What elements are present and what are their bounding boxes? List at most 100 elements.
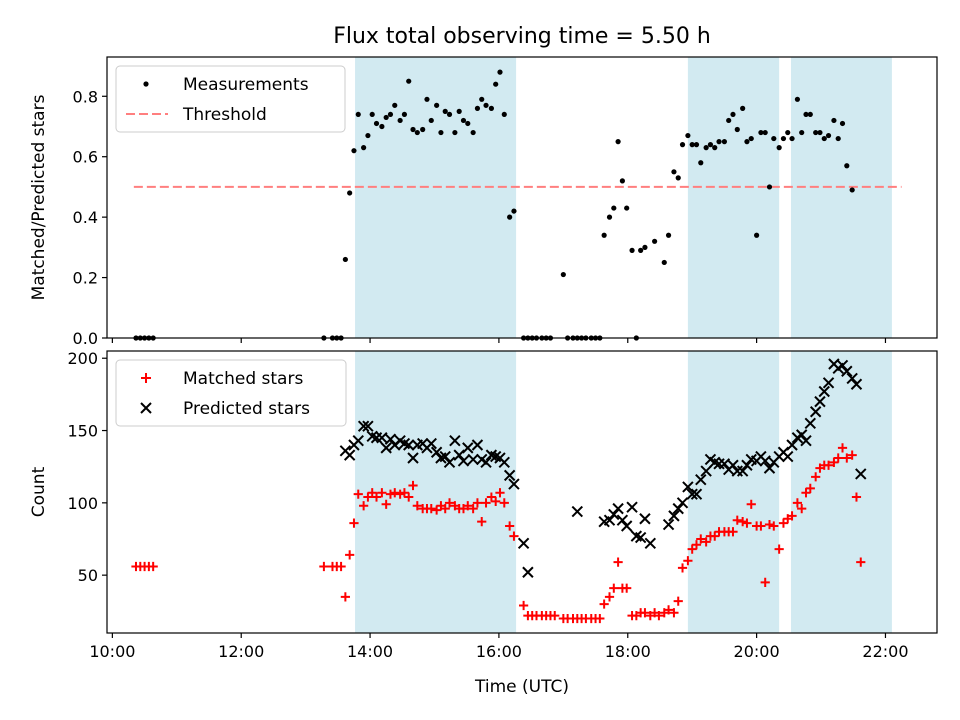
measurement-point [825, 132, 832, 139]
measurement-point [844, 163, 850, 169]
predicted-star-point [443, 456, 456, 469]
measurement-point [821, 135, 827, 142]
measurement-point [560, 271, 566, 278]
matched-star-point [491, 496, 501, 506]
predicted-star-point [425, 437, 437, 450]
legend-entry-label: Matched stars [183, 369, 303, 389]
matched-star-point [760, 577, 770, 587]
y-tick-label: 100 [67, 494, 98, 513]
measurement-point [460, 117, 467, 124]
measurement-point [748, 135, 754, 142]
matched-star-point [345, 550, 355, 560]
matched-star-point [801, 488, 811, 498]
predicted-star-point [634, 531, 647, 544]
predicted-star-point [449, 434, 461, 447]
measurement-point [342, 256, 348, 263]
x-tick-label: 18:00 [605, 642, 651, 661]
chart-title: Flux total observing time = 5.50 h [333, 24, 711, 49]
matched-star-point [669, 608, 679, 618]
measurement-point [671, 169, 677, 175]
measurement-point [839, 120, 846, 127]
predicted-star-point [343, 449, 356, 461]
matched-star-point [622, 583, 632, 593]
legend-measurement-marker [143, 81, 149, 87]
measurement-point [799, 129, 805, 136]
matched-star-point [472, 498, 483, 508]
predicted-star-point [741, 459, 753, 471]
predicted-star-point [718, 458, 731, 470]
legend: Measurements Threshold [115, 65, 346, 133]
matched-star-point [696, 534, 706, 544]
predicted-star-point [796, 429, 808, 441]
measurement-point [379, 123, 385, 130]
y-tick-label: 0.6 [73, 148, 98, 167]
observing-interval-band [790, 57, 892, 338]
predicted-star-point [407, 452, 419, 464]
matched-star-point [408, 480, 418, 491]
predicted-star-point [804, 417, 817, 430]
predicted-star-point [644, 537, 657, 550]
matched-star-point [404, 492, 414, 502]
measurement-point [831, 117, 837, 124]
matched-star-point [613, 557, 623, 567]
y-tick-label: 0.4 [73, 208, 98, 227]
measurement-point [624, 205, 630, 211]
predicted-star-point [603, 514, 616, 526]
predicted-star-point [467, 453, 479, 466]
matched-star-point [148, 561, 158, 572]
predicted-star-point [430, 446, 443, 458]
legend-entry-label: Threshold [182, 105, 267, 125]
matched-star-point [604, 592, 615, 602]
measurement-point [712, 145, 718, 151]
matched-star-point [842, 453, 852, 463]
measurement-point [392, 102, 398, 108]
measurement-point [730, 111, 736, 118]
measurement-point [347, 190, 353, 196]
y-tick-label: 50 [78, 566, 98, 585]
matched-star-point [353, 489, 363, 499]
measurement-point [414, 129, 420, 136]
predicted-star-point [498, 456, 510, 469]
legend-entry-label: Measurements [183, 75, 309, 95]
measurement-point [442, 108, 448, 114]
measurement-point [465, 120, 471, 127]
matched-star-point [728, 527, 738, 537]
measurement-point [813, 129, 819, 136]
matched-star-point [519, 600, 529, 611]
measurement-point [721, 139, 727, 145]
matched-star-point [769, 521, 779, 531]
predicted-star-point [403, 439, 415, 451]
matched-star-point [463, 501, 473, 511]
predicted-star-point [376, 432, 388, 444]
y-tick-label: 0.2 [73, 269, 98, 288]
predicted-star-point [612, 502, 624, 515]
y-axis-label: Matched/Predicted stars [29, 94, 49, 300]
matched-star-point [833, 453, 843, 463]
measurement-point [652, 238, 658, 244]
measurement-point [383, 114, 389, 121]
matched-star-point [797, 504, 807, 514]
measurement-point [488, 105, 494, 111]
measurement-point [665, 232, 672, 238]
matched-star-point [746, 499, 756, 509]
matched-star-point [499, 498, 509, 508]
matched-star-point [444, 498, 455, 508]
measurement-point [716, 139, 722, 145]
matched-star-point [805, 483, 815, 493]
matched-star-point [774, 544, 784, 554]
observing-interval-band [687, 351, 780, 633]
measurement-point [355, 111, 361, 118]
predicted-star-point [626, 501, 638, 513]
matched-star-point [550, 611, 560, 621]
measurement-point [361, 145, 367, 151]
legend-predicted-marker [140, 402, 152, 414]
predicted-star-point [800, 434, 812, 447]
x-tick-label: 12:00 [218, 642, 264, 661]
predicted-star-point [759, 455, 771, 467]
measurement-point [754, 232, 760, 238]
measurement-point [849, 187, 855, 193]
matched-star-point [654, 611, 664, 621]
x-tick-label: 22:00 [862, 642, 908, 661]
